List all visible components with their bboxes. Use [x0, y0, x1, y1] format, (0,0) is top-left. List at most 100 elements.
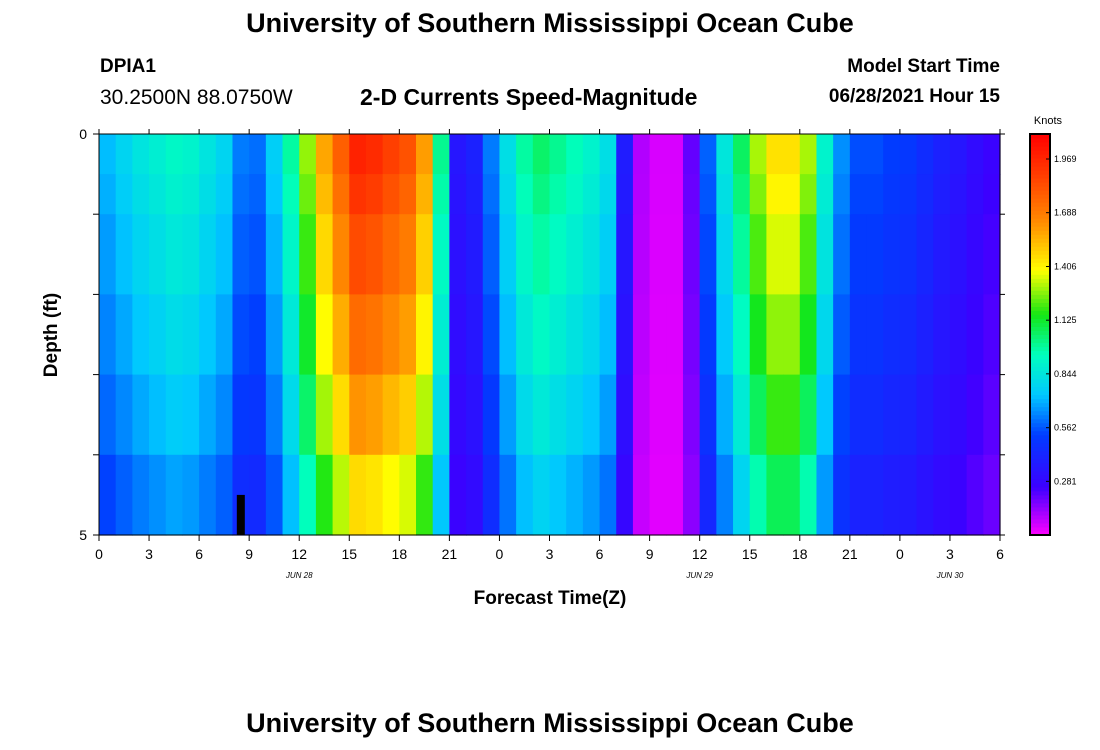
- heatmap-cell: [983, 374, 1001, 456]
- heatmap-cell: [699, 134, 717, 175]
- y-axis-label: Depth (ft): [41, 293, 62, 377]
- colorbar-step: [1030, 338, 1050, 344]
- heatmap-cell: [332, 454, 350, 536]
- heatmap-cell: [916, 174, 934, 215]
- heatmap-cell: [416, 134, 434, 175]
- colorbar-step: [1030, 406, 1050, 412]
- colorbar-step: [1030, 166, 1050, 171]
- heatmap-cell: [282, 174, 300, 215]
- x-tick-label: 3: [145, 546, 153, 562]
- heatmap-cell: [599, 174, 617, 215]
- heatmap-cell: [632, 294, 651, 376]
- heatmap-cell: [532, 174, 551, 215]
- heatmap-cell: [399, 374, 417, 456]
- heatmap-cell: [282, 374, 300, 456]
- heatmap-cell: [332, 214, 350, 295]
- heatmap-cell: [416, 174, 434, 215]
- heatmap-cell: [165, 214, 184, 295]
- heatmap-cell: [182, 174, 200, 215]
- x-axis: 0 3 6 9 12 15 18 21 0 3 6 9 12 15 18 21 0 3 6 JUN 28 JUN 29 J…: [95, 129, 1004, 580]
- heatmap-cell: [883, 134, 901, 175]
- colorbar-step: [1030, 390, 1050, 396]
- colorbar-step: [1030, 342, 1050, 348]
- colorbar-step: [1030, 446, 1050, 452]
- heatmap-cell: [816, 454, 834, 536]
- heatmap-cell: [365, 294, 384, 376]
- heatmap-cell: [883, 294, 901, 376]
- colorbar-step: [1030, 214, 1050, 219]
- heatmap-cell: [332, 294, 350, 376]
- colorbar-step: [1030, 370, 1050, 376]
- colorbar-step: [1030, 222, 1050, 227]
- heatmap-cell: [816, 174, 834, 215]
- colorbar-step: [1030, 190, 1050, 195]
- heatmap-cell: [349, 294, 367, 376]
- colorbar-step: [1030, 226, 1050, 231]
- heatmap-cell: [766, 214, 784, 295]
- x-tick-label: 15: [341, 546, 357, 562]
- colorbar-gradient: [1030, 134, 1050, 536]
- heatmap-cell: [249, 454, 267, 536]
- colorbar-step: [1030, 438, 1050, 444]
- heatmap-cell: [783, 174, 801, 215]
- heatmap-cell: [849, 214, 868, 295]
- heatmap-cell: [666, 174, 684, 215]
- heatmap-cell: [449, 134, 467, 175]
- heatmap-cell: [99, 374, 117, 456]
- heatmap-cell: [449, 454, 467, 536]
- heatmap-cell: [582, 294, 601, 376]
- heatmap-cell: [983, 174, 1001, 215]
- station-id: DPIA1: [100, 56, 156, 77]
- heatmap-cell: [99, 174, 117, 215]
- heatmap-cell: [466, 454, 484, 536]
- heatmap-cell: [783, 214, 801, 295]
- heatmap-cell: [983, 134, 1001, 175]
- colorbar-step: [1030, 170, 1050, 175]
- heatmap-cell: [199, 294, 217, 376]
- heatmap-cell: [833, 214, 851, 295]
- current-time-marker: [236, 494, 245, 535]
- colorbar-step: [1030, 354, 1050, 360]
- heatmap-cell: [616, 214, 634, 295]
- colorbar-step: [1030, 402, 1050, 408]
- heatmap-cell: [733, 294, 751, 376]
- heatmap-cell: [666, 134, 684, 175]
- heatmap-cell: [899, 174, 918, 215]
- colorbar-frame: [1029, 133, 1051, 536]
- colorbar-step: [1030, 286, 1050, 291]
- heatmap-cell: [833, 134, 851, 175]
- heatmap-cell: [933, 134, 951, 175]
- heatmap-cell: [115, 454, 133, 536]
- heatmap-cell: [349, 214, 367, 295]
- colorbar-step: [1030, 454, 1050, 460]
- heatmap-cell: [182, 374, 200, 456]
- heatmap-cell: [749, 214, 768, 295]
- colorbar-tick-label: 1.688: [1054, 208, 1077, 218]
- heatmap-cell: [599, 294, 617, 376]
- heatmap-cell: [799, 374, 818, 456]
- heatmap-cell: [916, 214, 934, 295]
- heatmap-cell: [132, 294, 150, 376]
- heatmap-cell: [699, 214, 717, 295]
- heatmap-cell: [566, 294, 584, 376]
- heatmap-cell: [983, 294, 1001, 376]
- heatmap-cell: [766, 374, 784, 456]
- y-axis: 05: [79, 126, 1005, 543]
- heatmap-cell: [682, 454, 701, 536]
- heatmap-cell: [482, 134, 501, 175]
- page-title: University of Southern Mississippi Ocean…: [246, 8, 854, 38]
- heatmap-cell: [649, 174, 667, 215]
- heatmap-cell: [432, 134, 450, 175]
- heatmap-cell: [632, 374, 651, 456]
- heatmap-cell: [265, 374, 284, 456]
- heatmap-cell: [632, 134, 651, 175]
- colorbar-step: [1030, 294, 1050, 299]
- colorbar-tick-label: 0.562: [1054, 423, 1077, 433]
- colorbar-step: [1030, 150, 1050, 155]
- colorbar-step: [1030, 234, 1050, 239]
- heatmap-cell: [849, 454, 868, 536]
- colorbar-step: [1030, 134, 1050, 139]
- heatmap-cell: [165, 174, 184, 215]
- heatmap-cell: [165, 374, 184, 456]
- heatmap-cell: [282, 454, 300, 536]
